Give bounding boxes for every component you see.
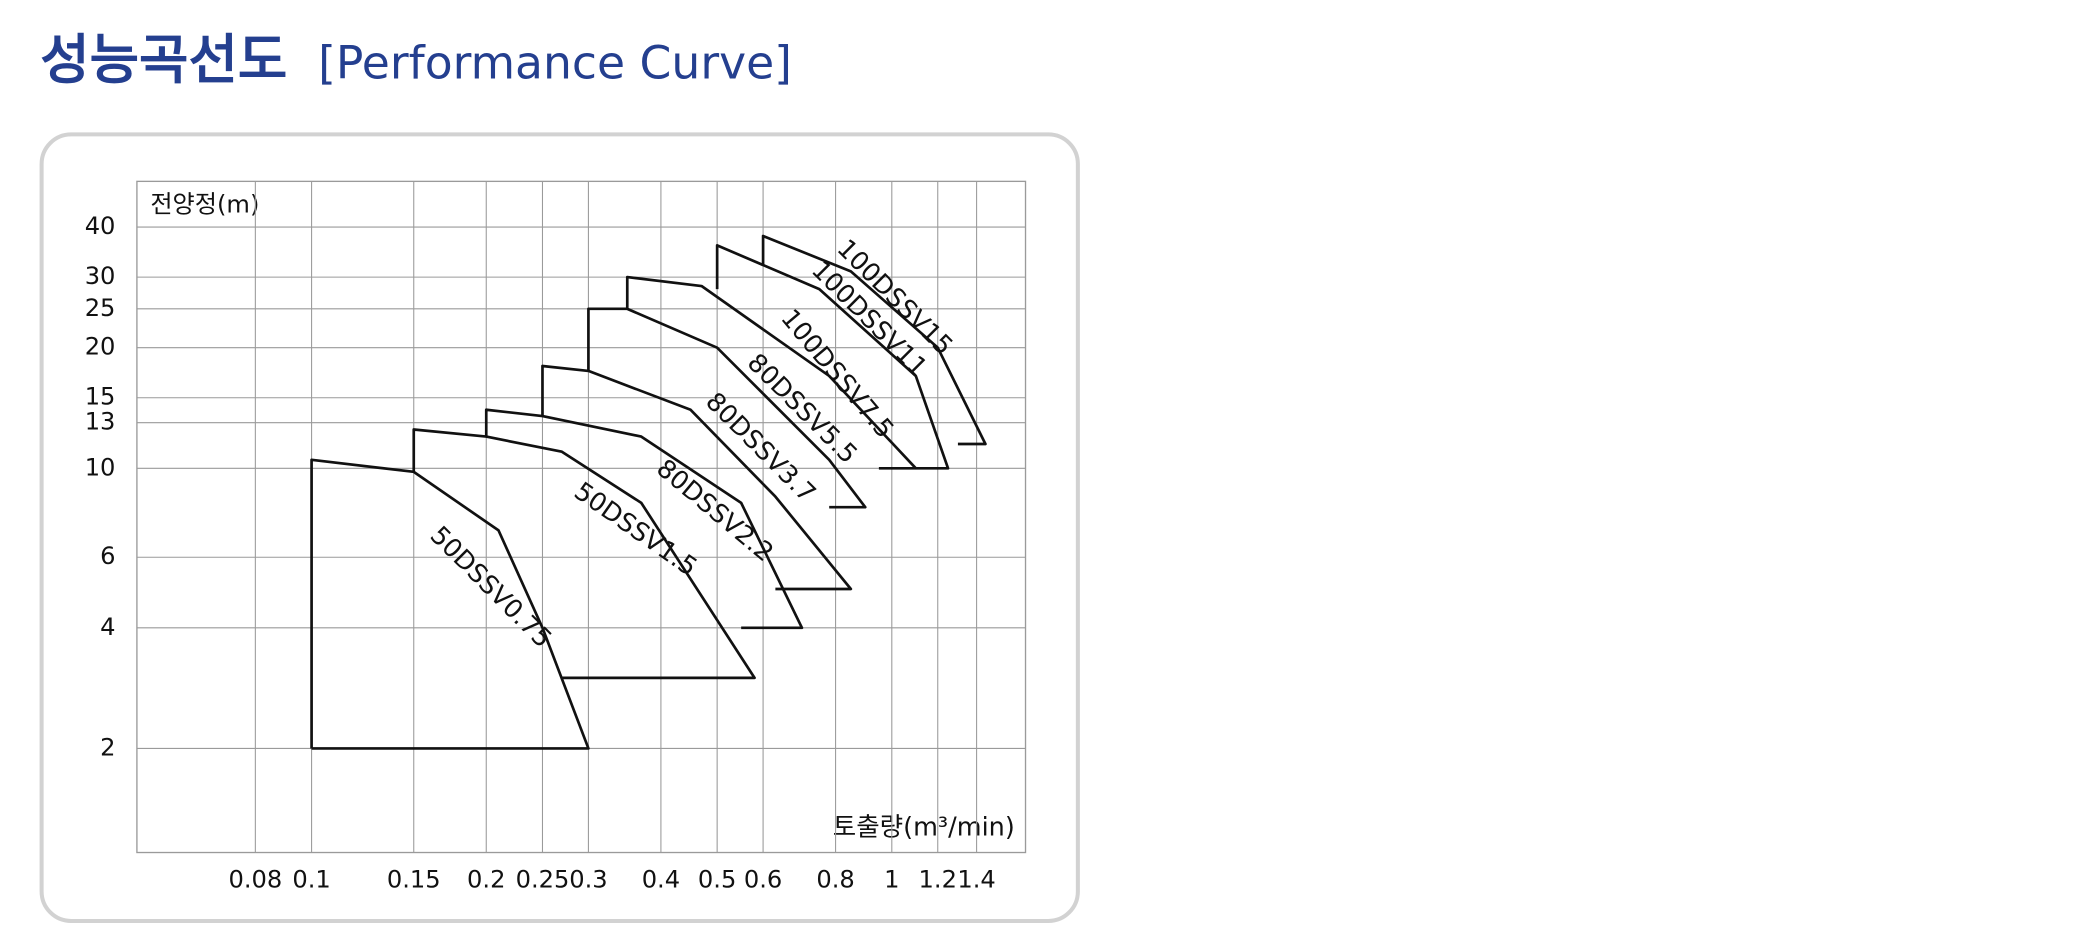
x-axis-label: 토출량(m³/min) <box>833 812 1015 842</box>
x-tick-label: 0.15 <box>387 866 441 894</box>
performance-curve <box>541 364 853 591</box>
x-tick-label: 1.4 <box>957 866 995 894</box>
y-tick-label: 25 <box>85 294 116 322</box>
x-tick-label: 1 <box>884 866 899 894</box>
series-label: 50DSSV0.75 <box>424 521 557 654</box>
x-tick-label: 0.2 <box>467 866 505 894</box>
y-tick-label: 2 <box>100 733 115 761</box>
performance-curve <box>310 458 590 750</box>
x-tick-label: 0.4 <box>642 866 680 894</box>
x-tick-label: 1.2 <box>919 866 957 894</box>
performance-curve <box>715 244 950 470</box>
x-tick-label: 0.1 <box>292 866 330 894</box>
title: 성능곡선도 <box>40 28 287 91</box>
performance-curve <box>587 307 867 509</box>
x-tick-label: 0.8 <box>816 866 854 894</box>
y-tick-label: 6 <box>100 542 115 570</box>
chart-frame <box>39 132 1080 923</box>
x-tick-label: 0.5 <box>698 866 736 894</box>
subtitle: [Performance Curve] <box>318 36 792 89</box>
y-tick-label: 10 <box>85 453 116 481</box>
y-tick-label: 13 <box>85 408 116 436</box>
plot-area <box>136 180 1027 854</box>
y-tick-label: 30 <box>85 262 116 290</box>
x-tick-label: 0.6 <box>744 866 782 894</box>
x-tick-label: 0.08 <box>228 866 282 894</box>
x-tick-label: 0.25 <box>516 866 570 894</box>
performance-curve <box>625 275 918 470</box>
performance-curve <box>484 408 804 630</box>
y-tick-label: 40 <box>85 212 116 240</box>
y-tick-label: 15 <box>85 383 116 411</box>
performance-curve <box>761 234 987 446</box>
x-tick-label: 0.3 <box>569 866 607 894</box>
performance-curve <box>412 428 756 680</box>
y-axis-label: 전양정(m) <box>150 191 259 219</box>
y-tick-label: 4 <box>100 613 115 641</box>
y-tick-label: 20 <box>85 333 116 361</box>
